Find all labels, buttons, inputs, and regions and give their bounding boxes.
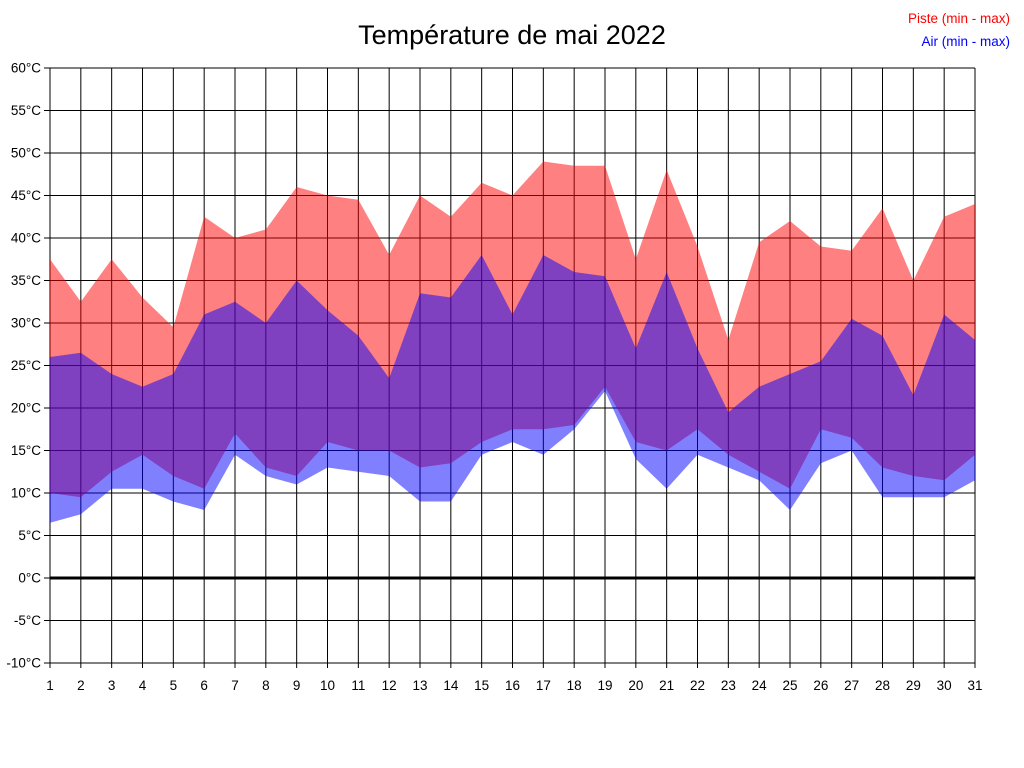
y-axis-labels: -10°C -5°C 0°C 5°C 10°C 15°C 20°C 25°C 30°C 35°C 4… (6, 61, 41, 671)
x-label-15: 15 (474, 678, 489, 693)
x-label-20: 20 (628, 678, 643, 693)
x-label-2: 2 (77, 678, 85, 693)
legend-piste-label: Piste (min - max) (907, 11, 1010, 26)
air-band (50, 255, 975, 523)
x-label-21: 21 (659, 678, 674, 693)
x-label-9: 9 (293, 678, 301, 693)
y-label-60: 60°C (11, 61, 41, 76)
x-label-11: 11 (351, 678, 365, 693)
y-label-25: 25°C (11, 358, 41, 373)
axis-ticks (44, 67, 976, 668)
y-label--5: -5°C (14, 613, 41, 628)
x-label-6: 6 (200, 678, 208, 693)
x-label-24: 24 (752, 678, 768, 693)
y-label-20: 20°C (11, 401, 41, 416)
x-label-17: 17 (536, 678, 551, 693)
x-label-26: 26 (813, 678, 828, 693)
y-label-5: 5°C (18, 528, 41, 543)
x-label-28: 28 (875, 678, 890, 693)
x-label-19: 19 (597, 678, 612, 693)
y-label-55: 55°C (11, 103, 41, 118)
y-label--10: -10°C (6, 656, 41, 671)
x-label-25: 25 (782, 678, 797, 693)
y-label-50: 50°C (11, 146, 41, 161)
chart-title: Température de mai 2022 (358, 20, 666, 50)
x-label-10: 10 (320, 678, 335, 693)
x-label-31: 31 (967, 678, 982, 693)
x-label-29: 29 (906, 678, 921, 693)
y-label-40: 40°C (11, 231, 41, 246)
x-label-18: 18 (567, 678, 582, 693)
y-label-30: 30°C (11, 316, 41, 331)
y-label-15: 15°C (11, 443, 41, 458)
y-label-10: 10°C (11, 486, 41, 501)
y-label-0: 0°C (18, 571, 41, 586)
legend-air-label: Air (min - max) (921, 34, 1011, 49)
legend: Piste (min - max) Air (min - max) (908, 7, 1010, 53)
x-label-14: 14 (443, 678, 459, 693)
x-label-8: 8 (262, 678, 270, 693)
x-label-3: 3 (108, 678, 116, 693)
x-label-1: 1 (46, 678, 54, 693)
y-label-45: 45°C (11, 188, 41, 203)
x-label-4: 4 (139, 678, 147, 693)
x-label-22: 22 (690, 678, 705, 693)
x-axis-labels: 1 2 3 4 5 6 7 8 9 10 11 12 13 14 15 16 17 18 19 20 21 22 23 24 2… (46, 678, 982, 693)
x-label-30: 30 (937, 678, 952, 693)
y-label-35: 35°C (11, 273, 41, 288)
x-label-7: 7 (231, 678, 239, 693)
x-label-16: 16 (505, 678, 520, 693)
x-label-23: 23 (721, 678, 736, 693)
x-label-13: 13 (412, 678, 427, 693)
x-label-27: 27 (844, 678, 859, 693)
x-label-12: 12 (382, 678, 397, 693)
x-label-5: 5 (170, 678, 178, 693)
